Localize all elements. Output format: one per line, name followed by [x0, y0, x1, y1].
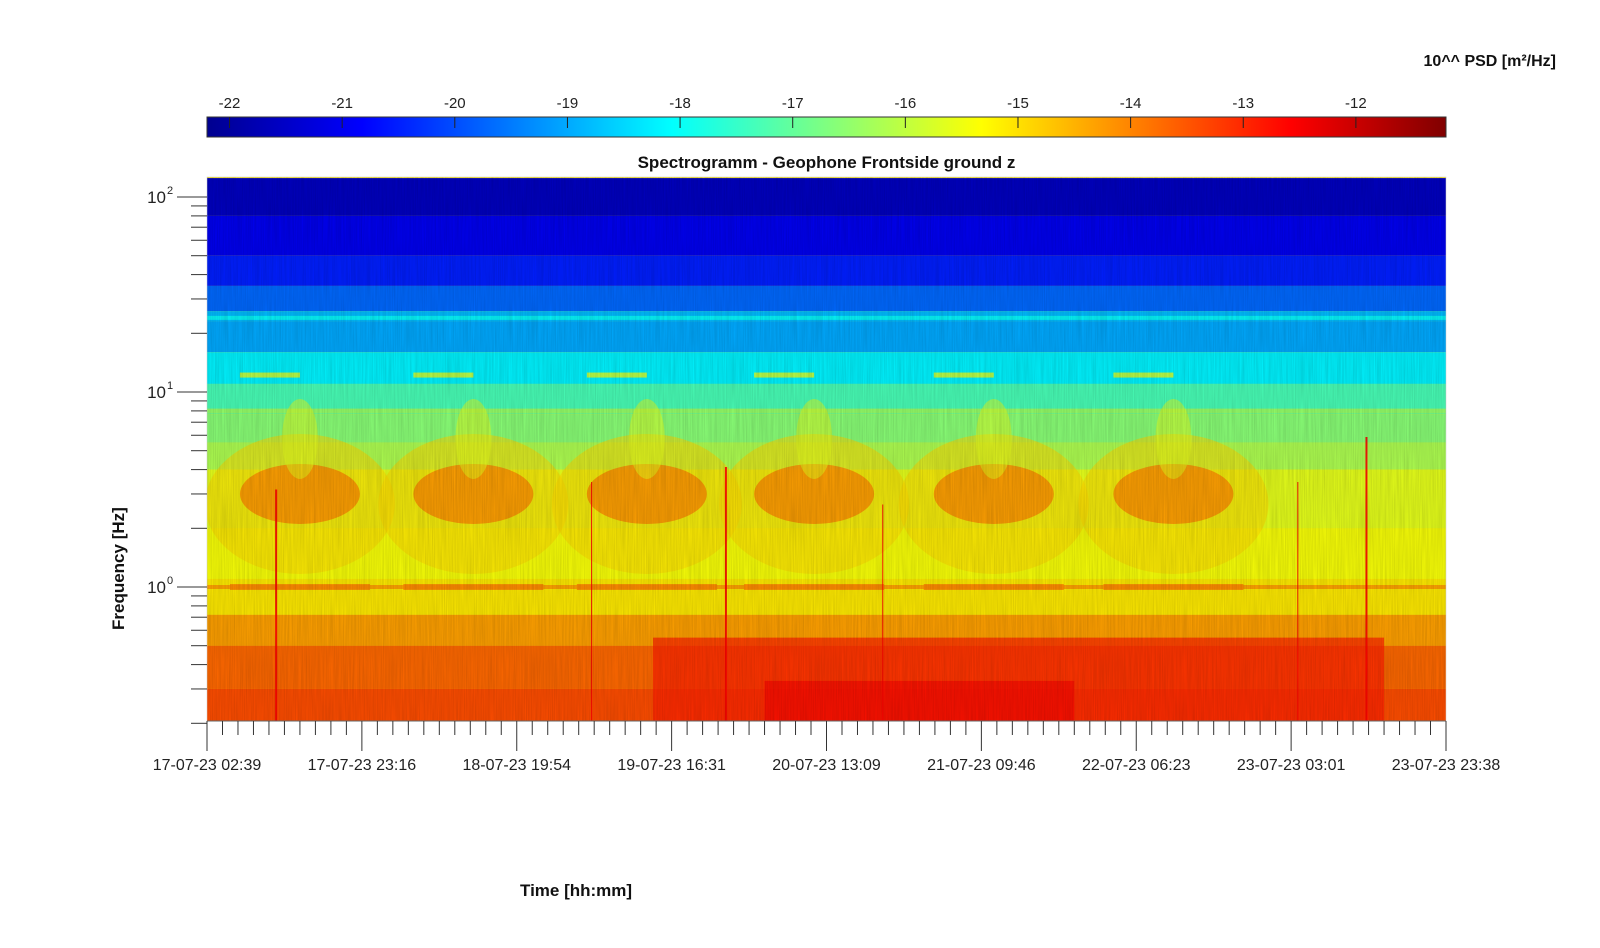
- x-tick-label: 23-07-23 03:01: [1237, 757, 1346, 774]
- y-tick-exponent: 2: [167, 185, 173, 197]
- colorbar: -22 -21 -20 -19 -18 -17 -16 -15 -14 -13 -12 10^^ P…: [206, 53, 1556, 138]
- colorbar-tick-label: -16: [895, 95, 917, 112]
- colorbar-tick-label: -12: [1345, 95, 1367, 112]
- x-tick-label: 20-07-23 13:09: [772, 757, 881, 774]
- colorbar-gradient: [206, 116, 1447, 138]
- colorbar-tick-label: -15: [1007, 95, 1029, 112]
- y-tick-exponent: 1: [167, 380, 173, 392]
- colorbar-ticks: -22 -21 -20 -19 -18 -17 -16 -15 -14 -13 -12: [219, 95, 1367, 128]
- colorbar-tick-label: -14: [1120, 95, 1142, 112]
- x-axis: 17-07-23 02:39 17-07-23 23:16 18-07-23 19:…: [153, 720, 1501, 774]
- colorbar-tick-label: -17: [782, 95, 804, 112]
- y-tick-label: 10: [147, 188, 166, 207]
- x-tick-label: 17-07-23 02:39: [153, 757, 262, 774]
- chart-title: Spectrogramm - Geophone Frontside ground…: [637, 153, 1016, 172]
- y-axis-label: Frequency [Hz]: [109, 507, 128, 630]
- colorbar-title: 10^^ PSD [m²/Hz]: [1424, 53, 1556, 70]
- x-tick-label: 17-07-23 23:16: [308, 757, 417, 774]
- x-tick-label: 18-07-23 19:54: [462, 757, 571, 774]
- colorbar-tick-label: -13: [1232, 95, 1254, 112]
- y-tick-label: 10: [147, 383, 166, 402]
- x-tick-label: 22-07-23 06:23: [1082, 757, 1191, 774]
- x-axis-label: Time [hh:mm]: [520, 881, 633, 900]
- colorbar-tick-label: -18: [669, 95, 691, 112]
- plot-area: [206, 176, 1447, 722]
- colorbar-tick-label: -19: [557, 95, 579, 112]
- x-tick-label: 19-07-23 16:31: [617, 757, 726, 774]
- y-tick-exponent: 0: [167, 575, 173, 587]
- x-tick-label: 21-07-23 09:46: [927, 757, 1036, 774]
- colorbar-tick-label: -22: [219, 95, 241, 112]
- colorbar-tick-label: -20: [444, 95, 466, 112]
- colorbar-tick-label: -21: [331, 95, 353, 112]
- noise-texture: [207, 177, 1446, 721]
- x-tick-label: 23-07-23 23:38: [1392, 757, 1501, 774]
- y-tick-label: 10: [147, 578, 166, 597]
